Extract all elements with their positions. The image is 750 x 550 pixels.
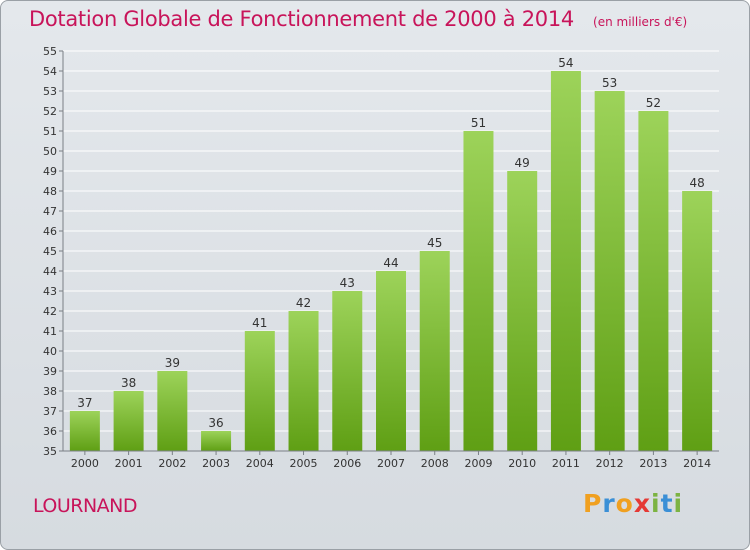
data-label: 52 (646, 96, 661, 110)
data-label: 36 (208, 416, 223, 430)
chart-title: Dotation Globale de Fonctionnement de 20… (29, 7, 574, 31)
bar (244, 331, 275, 451)
x-tick-label: 2008 (421, 457, 449, 470)
y-tick-label: 43 (43, 285, 57, 298)
bar (157, 371, 188, 451)
y-tick-label: 47 (43, 205, 57, 218)
x-tick-label: 2003 (202, 457, 230, 470)
data-label: 54 (558, 56, 573, 70)
bar (419, 251, 450, 451)
data-label: 37 (77, 396, 92, 410)
y-tick-label: 54 (43, 65, 57, 78)
data-label: 51 (471, 116, 486, 130)
y-tick-label: 50 (43, 145, 57, 158)
y-tick-label: 55 (43, 45, 57, 58)
x-tick-label: 2007 (377, 457, 405, 470)
bar (638, 111, 669, 451)
data-label: 43 (340, 276, 355, 290)
data-label: 41 (252, 316, 267, 330)
logo-letter: i (651, 489, 661, 518)
y-tick-label: 36 (43, 425, 57, 438)
y-tick-label: 44 (43, 265, 57, 278)
proxiti-logo: Proxiti (583, 489, 683, 518)
y-tick-label: 46 (43, 225, 57, 238)
y-tick-label: 38 (43, 385, 57, 398)
data-label: 39 (165, 356, 180, 370)
bar (507, 171, 538, 451)
logo-letter: x (633, 489, 651, 518)
data-label: 49 (515, 156, 530, 170)
x-tick-label: 2000 (71, 457, 99, 470)
data-label: 53 (602, 76, 617, 90)
y-tick-label: 48 (43, 185, 57, 198)
y-tick-label: 53 (43, 85, 57, 98)
x-tick-label: 2013 (639, 457, 667, 470)
data-label: 44 (383, 256, 398, 270)
x-tick-label: 2010 (508, 457, 536, 470)
data-label: 45 (427, 236, 442, 250)
x-tick-label: 2002 (158, 457, 186, 470)
chart-unit: (en milliers d'€) (593, 15, 688, 29)
bar (463, 131, 494, 451)
logo-letter: i (673, 489, 684, 518)
bar (69, 411, 100, 451)
bar (682, 191, 713, 451)
y-tick-label: 41 (43, 325, 57, 338)
x-tick-label: 2001 (115, 457, 143, 470)
y-tick-label: 39 (43, 365, 57, 378)
logo-letter: o (615, 489, 634, 518)
x-tick-label: 2004 (246, 457, 274, 470)
y-tick-label: 52 (43, 105, 57, 118)
axes (59, 50, 719, 455)
bar (376, 271, 406, 451)
data-label: 42 (296, 296, 311, 310)
bar (594, 91, 625, 451)
bars (69, 71, 713, 451)
x-tick-label: 2006 (333, 457, 361, 470)
y-tick-label: 42 (43, 305, 57, 318)
data-label: 48 (689, 176, 704, 190)
x-tick-label: 2011 (552, 457, 580, 470)
logo-letter: P (583, 489, 603, 518)
logo-letter: r (602, 489, 616, 518)
data-label: 38 (121, 376, 136, 390)
bar (201, 431, 232, 451)
x-tick-label: 2012 (596, 457, 624, 470)
y-tick-label: 37 (43, 405, 57, 418)
labels: 35 36 37 38 39 40 41 42 43 44 45 46 47 48 49 50 51 52 53 54… (43, 45, 711, 470)
logo-letter: t (660, 489, 674, 518)
y-tick-label: 40 (43, 345, 57, 358)
bar (288, 311, 319, 451)
x-tick-label: 2005 (290, 457, 318, 470)
y-tick-label: 49 (43, 165, 57, 178)
bar (332, 291, 363, 451)
y-tick-label: 35 (43, 445, 57, 458)
bar (113, 391, 144, 451)
x-tick-label: 2009 (464, 457, 492, 470)
commune-name: LOURNAND (33, 495, 138, 517)
y-tick-label: 51 (43, 125, 57, 138)
bar (550, 71, 581, 451)
title-line: Dotation Globale de Fonctionnement de 20… (29, 7, 687, 31)
y-tick-label: 45 (43, 245, 57, 258)
x-tick-label: 2014 (683, 457, 711, 470)
